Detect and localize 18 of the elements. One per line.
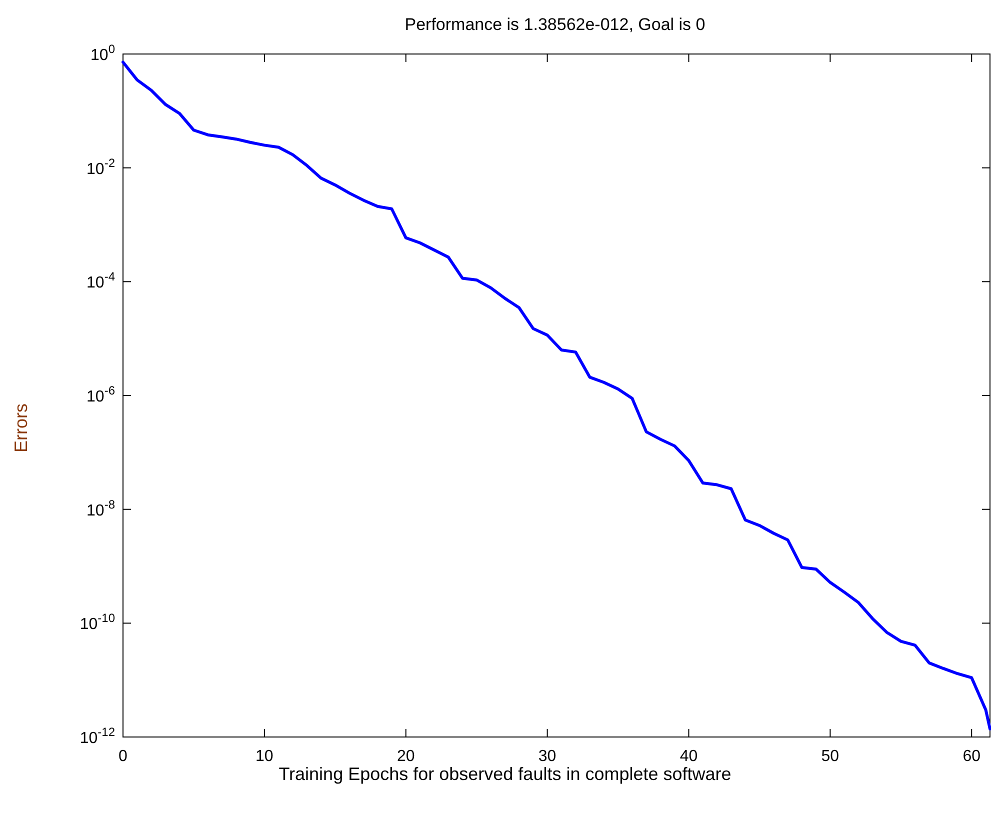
chart-title: Performance is 1.38562e-012, Goal is 0	[404, 15, 706, 34]
x-axis-title: Training Epochs for observed faults in complete software	[278, 764, 732, 784]
y-tick-label: 10$^{-4}$	[86, 270, 116, 292]
y-axis-title: Errors	[11, 404, 31, 452]
x-tick-label: 10	[256, 748, 274, 765]
y-tick-label: 10$^{0}$	[90, 42, 116, 64]
x-tick-label: 40	[680, 748, 698, 765]
y-tick-label: 10$^{-2}$	[86, 156, 116, 178]
y-tick-label: 10$^{-12}$	[80, 725, 116, 747]
line-series	[122, 60, 991, 730]
x-tick-label: 20	[396, 748, 415, 765]
x-tick-label: 0	[118, 748, 128, 765]
x-tick-label: 30	[538, 748, 556, 765]
y-tick-label: 10$^{-10}$	[80, 611, 116, 634]
x-tick-label: 50	[821, 748, 840, 765]
x-tick-label: 60	[962, 748, 981, 765]
y-tick-label: 10$^{-8}$	[86, 497, 116, 520]
y-tick-label: 10$^{-6}$	[86, 384, 116, 406]
